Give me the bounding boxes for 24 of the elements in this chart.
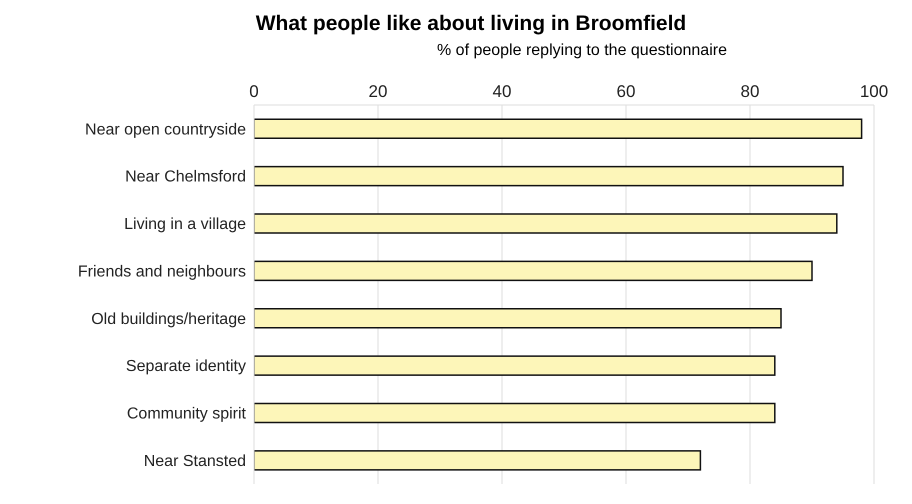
x-tick-label: 60 <box>616 82 636 101</box>
x-tick-label: 80 <box>740 82 760 101</box>
bar <box>254 260 813 282</box>
bar <box>254 402 776 424</box>
bar <box>254 450 702 471</box>
y-tick-label: Separate identity <box>126 358 246 376</box>
bar <box>254 118 862 139</box>
bar <box>254 166 844 186</box>
x-axis-title: % of people replying to the questionnaire <box>436 42 728 60</box>
x-tick-label: 0 <box>249 82 259 101</box>
y-tick-label: Friends and neighbours <box>78 263 246 280</box>
y-tick-label: Near Chelmsford <box>125 168 246 186</box>
x-tick-label: 100 <box>860 82 888 101</box>
y-tick-label: Community spirit <box>126 406 247 423</box>
y-tick-label: Living in a village <box>124 216 246 234</box>
y-tick-label: Old buildings/heritage <box>91 310 246 328</box>
chart-title: What people like about living in Broomfield <box>254 11 688 36</box>
x-tick-label: 40 <box>492 82 512 101</box>
x-tick-label: 20 <box>368 82 388 101</box>
y-tick-label: Near Stansted <box>144 452 246 470</box>
bar <box>254 213 838 234</box>
y-tick-label: Near open countryside <box>85 121 246 138</box>
bar <box>254 355 776 376</box>
bar <box>254 308 782 328</box>
